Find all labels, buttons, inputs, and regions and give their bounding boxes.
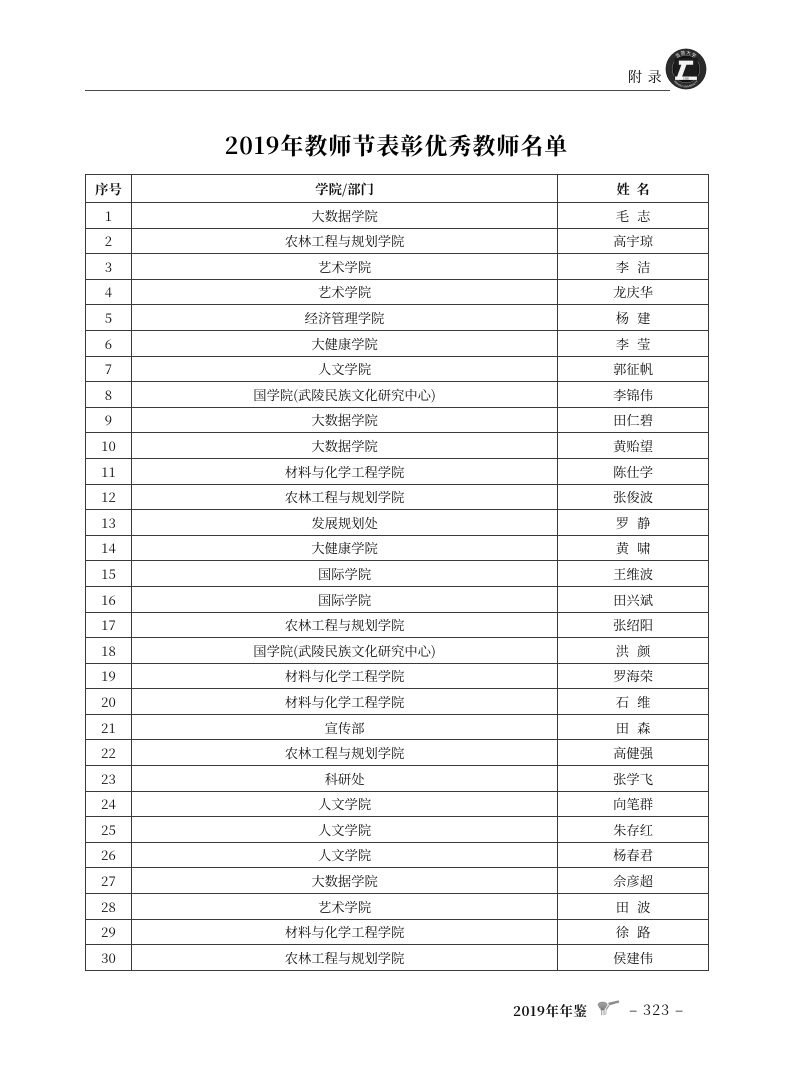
svg-text:1958: 1958	[683, 77, 689, 80]
